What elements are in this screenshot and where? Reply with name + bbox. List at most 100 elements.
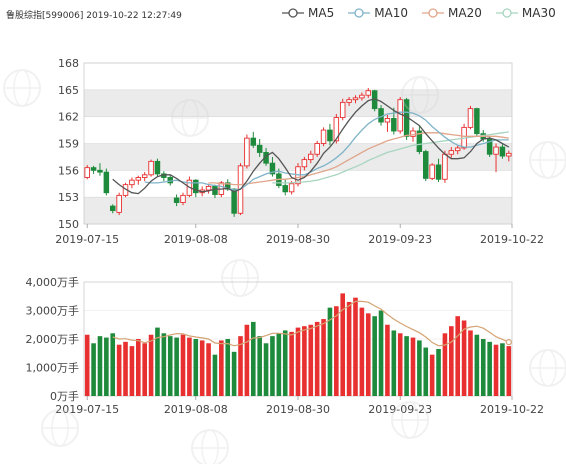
watermark-globe-icon (401, 76, 439, 114)
candle-body (301, 159, 308, 168)
candle-body (109, 205, 116, 212)
price-tick-label: 165 (58, 84, 79, 97)
volume-bar (180, 334, 186, 396)
candle-body (269, 162, 276, 175)
ma10-line (144, 111, 509, 191)
volume-bar (506, 346, 512, 396)
candle-body (282, 185, 288, 193)
candle-body (193, 179, 199, 194)
volume-bar (142, 343, 147, 396)
volume-bar (391, 330, 397, 396)
watermark-globe-ring (401, 76, 439, 114)
volume-bar (340, 293, 346, 396)
ma5-swatch-icon (282, 8, 304, 18)
volume-x-tick-label: 2019-10-22 (480, 403, 544, 416)
price-x-tick-label: 2019-08-30 (266, 233, 330, 246)
candle-body (339, 101, 346, 119)
ma20-line (208, 132, 509, 186)
candle-body (148, 160, 154, 176)
volume-bar (308, 324, 314, 396)
volume-tick-label: 2,000万手 (26, 332, 80, 346)
candle-body (314, 143, 320, 155)
volume-bar (199, 340, 205, 396)
candle-body (224, 182, 231, 190)
volume-bar (238, 336, 243, 396)
ma30-line (272, 131, 509, 184)
volume-bar (135, 339, 141, 396)
candle-body (205, 185, 212, 191)
watermark-globe-meridian (401, 401, 419, 439)
volume-tick-label: 0万手 (50, 389, 79, 403)
candle-body (141, 174, 148, 178)
ma20-swatch-icon (422, 8, 445, 18)
watermark-globe-icon (529, 141, 566, 179)
legend-label-ma10: MA10 (374, 6, 409, 20)
legend-item-ma5[interactable]: MA5 (282, 6, 334, 20)
grid-band (84, 89, 512, 117)
candle-body (384, 118, 391, 123)
volume-bar (410, 337, 416, 396)
volume-bar (257, 336, 262, 396)
volume-bar (193, 339, 199, 396)
legend-item-ma20[interactable]: MA20 (422, 6, 482, 20)
volume-bar (468, 330, 473, 396)
legend-item-ma30[interactable]: MA30 (495, 6, 556, 20)
watermark-globe-icon (191, 429, 229, 464)
volume-bar (378, 310, 384, 396)
candle-body (423, 151, 429, 179)
volume-bar (289, 331, 294, 396)
candle-body (486, 138, 493, 155)
watermark-globe-meridian (51, 409, 69, 447)
watermark-globe-icon (3, 69, 41, 107)
candle-body (429, 164, 435, 179)
watermark-globe-meridian (181, 99, 199, 137)
volume-bar (155, 327, 160, 396)
volume-bar (321, 319, 326, 396)
candle-body (180, 194, 186, 203)
volume-bar (417, 340, 422, 396)
volume-bar (302, 326, 307, 396)
candle-body (448, 150, 455, 155)
watermark-globe-meridian (231, 259, 249, 297)
volume-ma-end-marker (505, 339, 512, 346)
legend-item-ma10[interactable]: MA10 (348, 6, 408, 20)
candle-body (352, 97, 359, 101)
volume-bar (327, 307, 333, 396)
volume-bar (334, 306, 339, 396)
candle-body (333, 117, 340, 142)
volume-x-tick-label: 2019-09-23 (368, 403, 432, 416)
volume-bar (84, 334, 90, 396)
watermark-globe-ring (529, 349, 566, 387)
volume-tick-label: 4,000万手 (26, 275, 80, 289)
volume-tick-label: 3,000万手 (26, 304, 80, 318)
candle-body (320, 129, 327, 144)
candle-body (250, 137, 257, 146)
volume-tick-label: 1,000万手 (26, 361, 80, 375)
volume-bar (359, 307, 365, 396)
watermark-globe-meridian (201, 429, 219, 464)
volume-bar (174, 337, 179, 396)
candle-body (410, 130, 416, 137)
watermark-globe-icon (41, 409, 79, 447)
volume-bar (442, 333, 448, 396)
candle-body (90, 167, 97, 171)
candle-body (212, 185, 218, 195)
volume-bar (493, 344, 499, 396)
candle-body (116, 194, 122, 213)
volume-bar (282, 330, 288, 396)
volume-bar (429, 354, 435, 396)
volume-bar (110, 333, 116, 396)
volume-bar (123, 341, 128, 396)
candle-body (135, 177, 142, 181)
volume-bar (365, 313, 371, 396)
volume-bar (129, 346, 135, 396)
volume-bar (206, 343, 211, 396)
candle-body (256, 144, 263, 153)
volume-bar (187, 337, 192, 396)
volume-bar (161, 333, 167, 396)
candle-body (391, 118, 397, 132)
volume-bar (225, 339, 231, 396)
candle-body (327, 129, 333, 142)
volume-bar (270, 336, 275, 396)
legend-label-ma5: MA5 (308, 6, 335, 20)
